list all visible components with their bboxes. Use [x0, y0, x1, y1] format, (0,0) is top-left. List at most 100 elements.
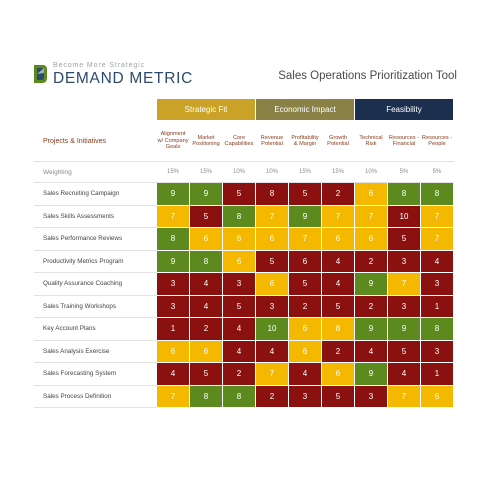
score-cell: 6 [288, 317, 322, 341]
score-cell: 7 [255, 204, 289, 228]
prioritization-table: Strategic Fit Economic Impact Feasibilit… [34, 98, 454, 408]
score-cell: 5 [321, 384, 355, 408]
table-row: Sales Skills Assessments 7 5 8 7 9 7 7 10 7 [34, 204, 454, 228]
score-cell: 2 [288, 294, 322, 318]
score-cell: 5 [387, 227, 421, 251]
score-cell: 2 [354, 249, 388, 273]
project-name: Sales Training Workshops [34, 294, 157, 318]
score-cell: 9 [387, 317, 421, 341]
score-cell: 6 [288, 339, 322, 363]
score-cell: 2 [321, 182, 355, 206]
criterion-header: Market Positioning [189, 120, 223, 162]
score-cell: 7 [387, 272, 421, 296]
group-header-row: Strategic Fit Economic Impact Feasibilit… [35, 98, 454, 121]
brand-name: DEMAND METRIC [53, 70, 193, 87]
score-cell: 2 [321, 339, 355, 363]
score-cell: 7 [420, 227, 454, 251]
table-row: Quality Assurance Coaching 3 4 3 6 5 4 9 7 3 [34, 272, 454, 296]
score-cell: 10 [387, 204, 421, 228]
score-cell: 5 [288, 272, 322, 296]
group-feasibility: Feasibility [354, 98, 454, 121]
score-cell: 3 [288, 384, 322, 408]
score-cell: 7 [156, 384, 190, 408]
score-cell: 7 [288, 227, 322, 251]
score-cell: 6 [420, 384, 454, 408]
score-cell: 4 [156, 362, 190, 386]
project-name: Sales Skills Assessments [34, 204, 157, 228]
criterion-header: Core Capabilities [222, 120, 256, 162]
weight-value: 10% [354, 161, 388, 183]
score-cell: 3 [156, 272, 190, 296]
score-cell: 4 [222, 339, 256, 363]
score-cell: 9 [288, 204, 322, 228]
weight-value: 5% [420, 161, 454, 183]
score-cell: 8 [420, 182, 454, 206]
demand-metric-logo-icon [34, 65, 47, 83]
score-cell: 8 [321, 317, 355, 341]
score-cell: 3 [420, 339, 454, 363]
score-rows: Sales Recruiting Campaign 9 9 5 8 5 2 6 8 8 Sales … [34, 182, 454, 408]
score-cell: 8 [189, 249, 223, 273]
score-cell: 4 [387, 362, 421, 386]
score-cell: 4 [321, 272, 355, 296]
score-cell: 7 [354, 204, 388, 228]
score-cell: 4 [354, 339, 388, 363]
score-cell: 7 [420, 204, 454, 228]
score-cell: 1 [420, 294, 454, 318]
score-cell: 5 [189, 362, 223, 386]
weighting-row: Weighting 15% 15% 10% 10% 15% 15% 10% 5%… [34, 161, 454, 183]
weight-value: 10% [255, 161, 289, 183]
score-cell: 9 [189, 182, 223, 206]
score-cell: 5 [189, 204, 223, 228]
criterion-header: Revenue Potential [255, 120, 289, 162]
score-cell: 5 [387, 339, 421, 363]
table-row: Sales Analysis Exercise 6 6 4 4 6 2 4 5 3 [34, 339, 454, 363]
score-cell: 5 [255, 249, 289, 273]
score-cell: 4 [420, 249, 454, 273]
criterion-header: Technical Risk [354, 120, 388, 162]
score-cell: 5 [222, 182, 256, 206]
brand-tagline: Become More Strategic [53, 62, 146, 69]
weighting-label: Weighting [34, 161, 157, 183]
score-cell: 9 [354, 362, 388, 386]
score-cell: 1 [420, 362, 454, 386]
score-cell: 9 [354, 317, 388, 341]
corner-cell [35, 99, 157, 121]
project-name: Sales Analysis Exercise [34, 339, 157, 363]
score-cell: 6 [189, 227, 223, 251]
score-cell: 6 [156, 339, 190, 363]
table-row: Sales Recruiting Campaign 9 9 5 8 5 2 6 8 8 [34, 182, 454, 206]
score-cell: 3 [387, 294, 421, 318]
criterion-header: Resources - Financial [387, 120, 421, 162]
score-cell: 7 [321, 204, 355, 228]
score-cell: 8 [255, 182, 289, 206]
project-name: Sales Process Definition [34, 384, 157, 408]
score-cell: 5 [321, 294, 355, 318]
score-cell: 6 [354, 182, 388, 206]
weight-value: 10% [222, 161, 256, 183]
score-cell: 4 [288, 362, 322, 386]
score-cell: 3 [354, 384, 388, 408]
weight-value: 15% [189, 161, 223, 183]
score-cell: 4 [189, 272, 223, 296]
score-cell: 7 [156, 204, 190, 228]
score-cell: 4 [222, 317, 256, 341]
score-cell: 6 [354, 227, 388, 251]
score-cell: 6 [321, 362, 355, 386]
score-cell: 6 [222, 227, 256, 251]
score-cell: 3 [387, 249, 421, 273]
group-strategic-fit: Strategic Fit [156, 98, 256, 121]
project-name: Sales Forecasting System [34, 362, 157, 386]
project-name: Sales Recruiting Campaign [34, 182, 157, 206]
weight-value: 5% [387, 161, 421, 183]
table-row: Sales Performance Reviews 8 6 6 6 7 6 6 5 7 [34, 227, 454, 251]
score-cell: 1 [156, 317, 190, 341]
company-logo: Become More Strategic DEMAND METRIC [33, 62, 192, 88]
projects-header: Projects & Initiatives [34, 120, 157, 162]
score-cell: 9 [354, 272, 388, 296]
criteria-header-row: Projects & Initiatives Alignment w/ Comp… [34, 120, 454, 162]
score-cell: 7 [255, 362, 289, 386]
criterion-header: Alignment w/ Company Goals [156, 120, 190, 162]
project-name: Sales Performance Reviews [34, 227, 157, 251]
score-cell: 4 [255, 339, 289, 363]
